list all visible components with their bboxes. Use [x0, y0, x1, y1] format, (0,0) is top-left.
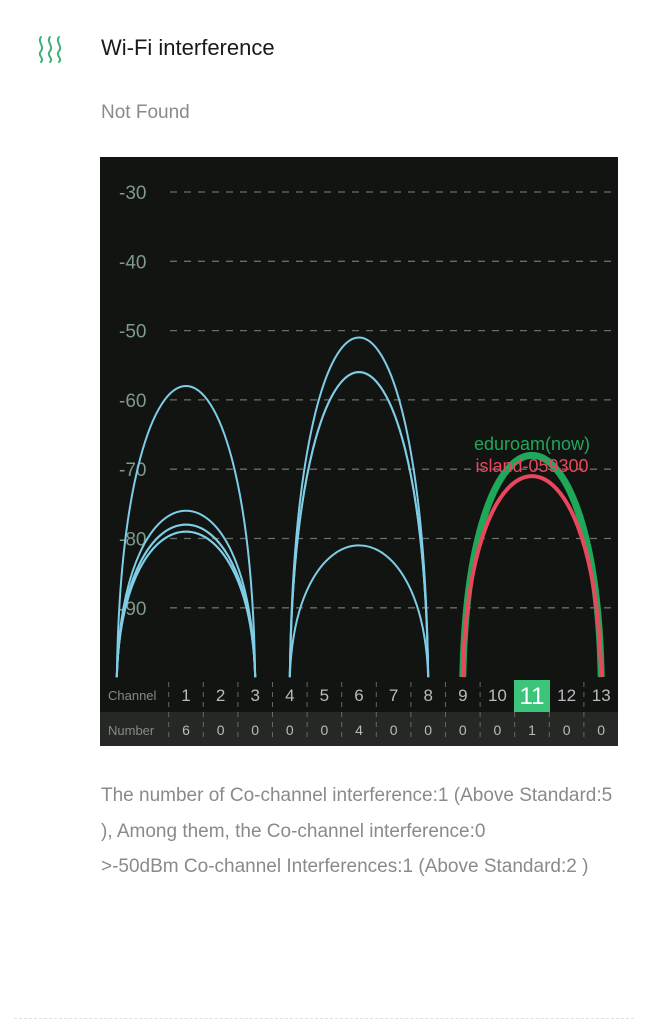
network-curve [288, 544, 430, 678]
channel-count: 0 [286, 722, 294, 738]
network-curve [288, 371, 430, 678]
chart-canvas: -30-40-50-60-70-80-90eduroam(now)island-… [100, 183, 618, 746]
network-curve [459, 452, 605, 678]
channel-count: 4 [355, 722, 363, 738]
channel-label: 8 [423, 686, 432, 705]
y-tick-label: -50 [119, 322, 146, 343]
channel-label: 6 [354, 686, 363, 705]
wifi-interference-waves-icon [38, 36, 62, 63]
co-channel-summary: The number of Co-channel interference:1 … [101, 785, 613, 842]
network-curve [115, 385, 257, 678]
y-tick-label: -60 [119, 391, 146, 412]
strong-interference-summary: >-50dBm Co-channel Interferences:1 (Abov… [101, 856, 589, 877]
channel-interference-chart: -30 -40 -50 -60 -70 -80 -90 eduroam(now) island-… [100, 157, 618, 746]
channel-count: 1 [528, 722, 536, 738]
number-row-label: Number [108, 723, 155, 738]
channel-label: 3 [250, 686, 259, 705]
channel-label: 12 [557, 686, 576, 705]
channel-count: 0 [390, 722, 398, 738]
current-channel-highlight [514, 680, 550, 712]
network-curve [115, 530, 257, 678]
channel-count: 0 [494, 722, 502, 738]
channel-label: 5 [320, 686, 329, 705]
interference-description: The number of Co-channel interference:1 … [101, 778, 621, 885]
section-title: Wi-Fi interference [101, 35, 275, 60]
divider [14, 1018, 634, 1019]
channel-count: 0 [251, 722, 259, 738]
y-tick-label: -70 [119, 460, 146, 481]
channel-count: 6 [182, 722, 190, 738]
channel-label: 11 [520, 683, 545, 710]
network-label: eduroam(now) [474, 434, 590, 454]
channel-row-label: Channel [108, 688, 157, 703]
channel-count: 0 [321, 722, 329, 738]
number-row-bg [100, 712, 618, 746]
status-text: Not Found [101, 102, 190, 123]
network-curve [115, 509, 257, 678]
channel-label: 10 [488, 686, 507, 705]
y-tick-label: -30 [119, 183, 146, 204]
channel-label: 4 [285, 686, 294, 705]
network-label: island-059300 [475, 456, 588, 476]
channel-label: 13 [592, 686, 611, 705]
channel-count: 0 [424, 722, 432, 738]
network-curve [288, 371, 430, 678]
channel-label: 1 [181, 686, 190, 705]
channel-label: 9 [458, 686, 467, 705]
channel-label: 7 [389, 686, 398, 705]
network-curve [460, 474, 604, 678]
y-tick-label: -40 [119, 252, 146, 273]
network-curve [288, 336, 430, 678]
channel-count: 0 [563, 722, 571, 738]
channel-count: 0 [459, 722, 467, 738]
channel-count: 0 [217, 722, 225, 738]
channel-count: 0 [597, 722, 605, 738]
channel-label: 2 [216, 686, 225, 705]
